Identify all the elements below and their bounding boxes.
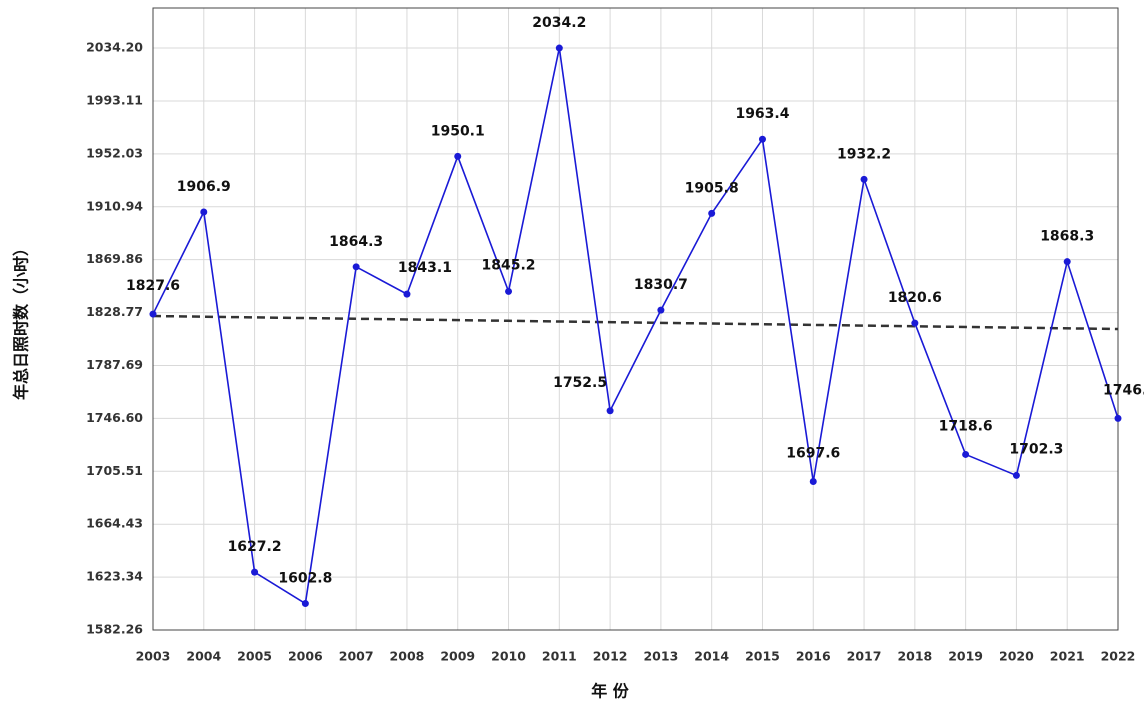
x-tick-label: 2014 (694, 649, 729, 664)
y-tick-label: 1582.26 (86, 622, 143, 637)
plot-frame (152, 7, 1119, 631)
data-point (758, 135, 766, 143)
data-label: 1843.1 (398, 260, 452, 276)
x-tick-label: 2004 (186, 649, 221, 664)
data-point (962, 450, 970, 458)
y-tick-label: 1664.43 (86, 516, 143, 531)
x-tick-label: 2011 (542, 649, 577, 664)
x-tick-label: 2009 (440, 649, 475, 664)
x-tick-label: 2010 (491, 649, 526, 664)
y-tick-label: 1787.69 (86, 357, 143, 372)
data-point (301, 600, 309, 608)
data-line (152, 47, 1119, 605)
data-point (200, 208, 208, 216)
data-label: 1718.6 (939, 418, 993, 434)
data-point (606, 407, 614, 415)
x-tick-label: 2013 (643, 649, 678, 664)
y-tick-label: 1828.77 (86, 304, 143, 319)
x-axis-title: 年 份 (591, 682, 630, 701)
y-tick-label: 1952.03 (86, 145, 143, 160)
data-label: 1627.2 (228, 539, 282, 555)
data-point (708, 209, 716, 217)
data-label: 1845.2 (482, 257, 536, 273)
x-tick-label: 2007 (339, 649, 374, 664)
data-label: 1868.3 (1040, 229, 1094, 245)
data-point (1063, 258, 1071, 266)
data-label: 1752.5 (553, 375, 607, 391)
trend-line (152, 314, 1119, 331)
data-point (911, 319, 919, 327)
data-label: 1830.7 (634, 277, 688, 293)
data-label: 1864.3 (329, 234, 383, 250)
data-point (149, 310, 157, 318)
data-point (860, 175, 868, 183)
data-label: 1963.4 (735, 106, 789, 122)
data-label: 1950.1 (431, 123, 485, 139)
data-label: 1602.8 (278, 571, 332, 587)
y-tick-label: 1705.51 (86, 463, 143, 478)
y-tick-label: 1623.34 (86, 569, 143, 584)
x-tick-label: 2015 (745, 649, 780, 664)
x-tick-label: 2006 (288, 649, 323, 664)
x-tick-label: 2019 (948, 649, 983, 664)
x-tick-label: 2012 (593, 649, 628, 664)
x-tick-label: 2016 (796, 649, 831, 664)
data-label: 1746.6 (1103, 382, 1144, 398)
data-label: 1702.3 (1009, 441, 1063, 457)
data-label: 1827.6 (126, 278, 180, 294)
data-point (1114, 414, 1122, 422)
y-axis-title: 年总日照时数（小时） (12, 240, 31, 400)
data-label: 1697.6 (786, 445, 840, 461)
data-label: 2034.2 (532, 15, 586, 31)
x-tick-label: 2008 (390, 649, 425, 664)
x-tick-label: 2021 (1050, 649, 1085, 664)
data-point (251, 568, 259, 576)
x-tick-label: 2017 (847, 649, 882, 664)
y-tick-label: 2034.20 (86, 40, 143, 55)
data-point (454, 152, 462, 160)
data-label: 1905.8 (685, 180, 739, 196)
data-point (809, 477, 817, 485)
y-tick-label: 1910.94 (86, 198, 143, 213)
x-tick-label: 2003 (136, 649, 171, 664)
data-point (657, 306, 665, 314)
data-point (505, 287, 513, 295)
x-tick-label: 2022 (1101, 649, 1136, 664)
data-label: 1906.9 (177, 179, 231, 195)
data-label: 1820.6 (888, 290, 942, 306)
data-point (1012, 471, 1020, 479)
y-tick-label: 1993.11 (86, 92, 143, 107)
x-tick-label: 2018 (897, 649, 932, 664)
data-point (555, 44, 563, 52)
data-label: 1932.2 (837, 146, 891, 162)
x-tick-label: 2020 (999, 649, 1034, 664)
x-tick-label: 2005 (237, 649, 272, 664)
y-tick-label: 1869.86 (86, 251, 143, 266)
data-point (352, 263, 360, 271)
y-tick-label: 1746.60 (86, 410, 143, 425)
data-point (403, 290, 411, 298)
